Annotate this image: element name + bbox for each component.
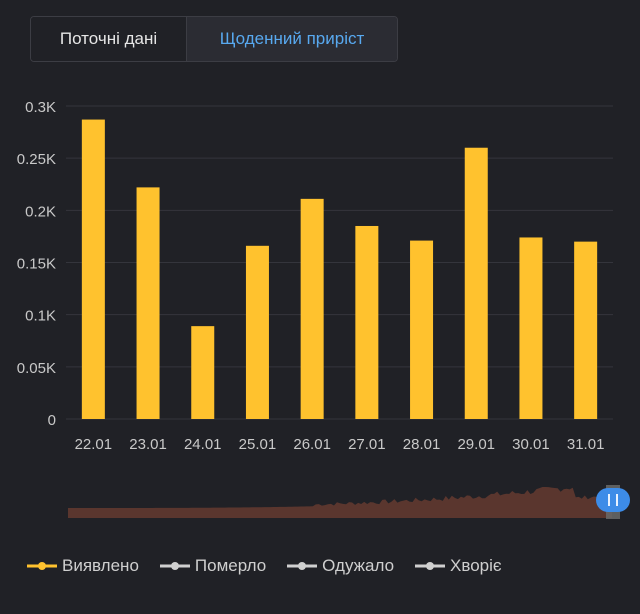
view-tabs: Поточні дані Щоденний приріст (30, 16, 398, 62)
x-tick-label: 29.01 (457, 436, 495, 453)
x-tick-label: 22.01 (75, 436, 113, 453)
y-tick-label: 0.2K (25, 203, 56, 220)
bar-27.01[interactable] (355, 225, 379, 419)
y-axis-labels: 0 0.05K 0.1K 0.15K 0.2K 0.25K 0.3K (17, 99, 56, 429)
y-tick-label: 0 (48, 412, 56, 429)
bar-24.01[interactable] (191, 326, 215, 419)
bar-25.01[interactable] (245, 245, 269, 419)
x-tick-label: 24.01 (184, 436, 222, 453)
x-tick-label: 30.01 (512, 436, 550, 453)
bars (81, 119, 598, 420)
x-tick-label: 26.01 (293, 436, 331, 453)
legend-label: Хворіє (450, 556, 502, 575)
bar-30.01[interactable] (519, 237, 543, 419)
legend-item-recovered[interactable]: Одужало (286, 555, 394, 577)
legend-item-detected[interactable]: Виявлено (26, 555, 139, 577)
x-tick-label: 25.01 (239, 436, 277, 453)
bar-31.01[interactable] (574, 241, 598, 419)
bar-23.01[interactable] (136, 187, 160, 419)
x-tick-label: 31.01 (567, 436, 605, 453)
y-tick-label: 0.25K (17, 151, 56, 168)
x-tick-label: 23.01 (129, 436, 167, 453)
bar-22.01[interactable] (81, 119, 105, 420)
legend-line-marker-icon (159, 562, 190, 570)
range-navigator[interactable] (68, 485, 630, 519)
legend-label: Одужало (322, 556, 395, 575)
navigator-handle[interactable] (596, 488, 630, 512)
y-tick-label: 0.1K (25, 308, 56, 325)
tab-current-data[interactable]: Поточні дані (31, 17, 187, 61)
bar-28.01[interactable] (410, 240, 434, 419)
legend-line-marker-icon (287, 562, 318, 570)
y-tick-label: 0.05K (17, 360, 56, 377)
tab-daily-growth[interactable]: Щоденний приріст (187, 17, 397, 61)
x-axis-labels: 22.01 23.01 24.01 25.01 26.01 27.01 28.01 29.01… (75, 436, 605, 453)
y-tick-label: 0.3K (25, 99, 56, 116)
legend: Виявлено Померло Одужало Хворіє (26, 555, 522, 577)
navigator-series-area (68, 486, 612, 518)
x-tick-label: 28.01 (403, 436, 441, 453)
legend-item-active[interactable]: Хворіє (414, 555, 502, 577)
x-tick-label: 27.01 (348, 436, 386, 453)
legend-label: Виявлено (62, 556, 139, 575)
y-tick-label: 0.15K (17, 256, 56, 273)
legend-label: Померло (194, 556, 267, 575)
legend-line-marker-icon (415, 562, 446, 570)
bar-26.01[interactable] (300, 198, 324, 419)
legend-line-marker-icon (27, 562, 57, 570)
bar-29.01[interactable] (464, 147, 488, 419)
legend-item-deaths[interactable]: Померло (159, 555, 266, 577)
